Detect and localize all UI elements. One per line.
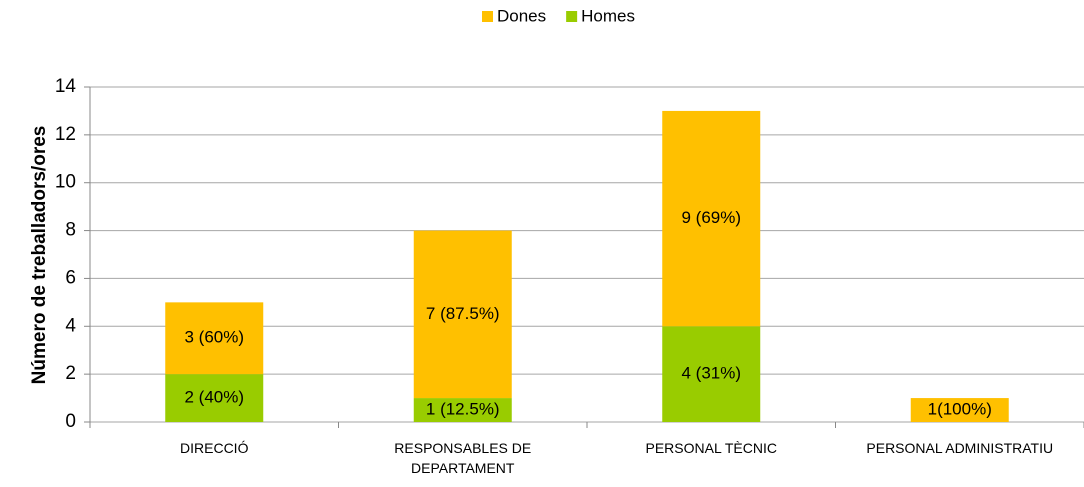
y-tick-label: 2	[65, 363, 76, 384]
y-tick-label: 10	[55, 172, 76, 193]
y-tick-label: 0	[65, 411, 76, 432]
legend-swatch	[566, 11, 578, 22]
y-tick-label: 12	[55, 124, 76, 145]
x-tick-label: PERSONAL TÈCNIC	[645, 440, 777, 456]
legend-label: Dones	[497, 6, 546, 25]
bar-segment	[165, 302, 264, 375]
bar-segment	[662, 110, 761, 327]
data-label: 1(100%)	[928, 400, 992, 419]
x-tick-label: RESPONSABLES DE DEPARTAMENT	[394, 440, 532, 476]
bar-segment	[413, 398, 512, 422]
y-tick-label: 14	[55, 76, 77, 97]
x-tick-label: DIRECCIÓ	[180, 440, 249, 456]
y-axis-title: Número de treballadors/ores	[29, 126, 50, 385]
legend-label: Homes	[581, 6, 635, 25]
bar-segment	[413, 230, 512, 399]
bar-segment	[662, 326, 761, 422]
y-tick-label: 8	[65, 220, 76, 241]
x-tick-label: PERSONAL ADMINISTRATIU	[866, 440, 1054, 456]
data-label: 7 (87.5%)	[426, 304, 500, 323]
data-label: 1 (12.5%)	[426, 400, 500, 419]
data-label: 4 (31%)	[681, 364, 741, 383]
data-label: 3 (60%)	[184, 328, 244, 347]
legend-swatch	[482, 11, 493, 22]
y-tick-label: 6	[65, 267, 76, 288]
data-label: 2 (40%)	[184, 388, 244, 407]
bar-segment	[165, 374, 264, 422]
bar-segment	[910, 398, 1009, 422]
data-label: 9 (69%)	[681, 208, 741, 227]
y-tick-label: 4	[65, 315, 76, 336]
